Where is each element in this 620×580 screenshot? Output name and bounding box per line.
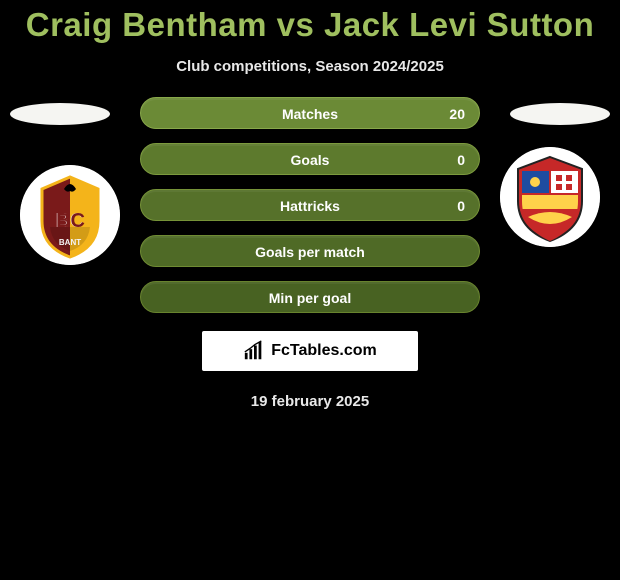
date-label: 19 february 2025 [0,393,620,410]
brand-label: FcTables.com [271,342,377,360]
stat-bar-goals: Goals 0 [140,143,480,175]
stat-value: 20 [449,98,465,130]
stat-bar-goals-per-match: Goals per match [140,235,480,267]
stat-bar-hattricks: Hattricks 0 [140,189,480,221]
player-oval-left [10,103,110,125]
bar-chart-icon [243,340,265,362]
stat-label: Goals [291,152,330,168]
stat-label: Goals per match [255,244,365,260]
stat-label: Min per goal [269,290,351,306]
player-oval-right [510,103,610,125]
bradford-city-crest-icon: BC BC BANT [20,165,120,265]
stat-bar-min-per-goal: Min per goal [140,281,480,313]
stat-label: Matches [282,106,338,122]
page-title: Craig Bentham vs Jack Levi Sutton [0,0,620,44]
club-crest-left: BC BC BANT [20,165,120,265]
brand-box: FcTables.com [202,331,418,371]
club-crest-right [500,147,600,247]
subtitle: Club competitions, Season 2024/2025 [0,58,620,75]
stat-value: 0 [457,190,465,222]
tamworth-crest-icon [500,147,600,247]
stat-bars: Matches 20 Goals 0 Hattricks 0 Goals per… [140,97,480,313]
svg-text:BANT: BANT [59,238,81,247]
stat-value: 0 [457,144,465,176]
stat-label: Hattricks [280,198,340,214]
comparison-stage: BC BC BANT Matches 20 Goals [0,97,620,410]
stat-bar-matches: Matches 20 [140,97,480,129]
